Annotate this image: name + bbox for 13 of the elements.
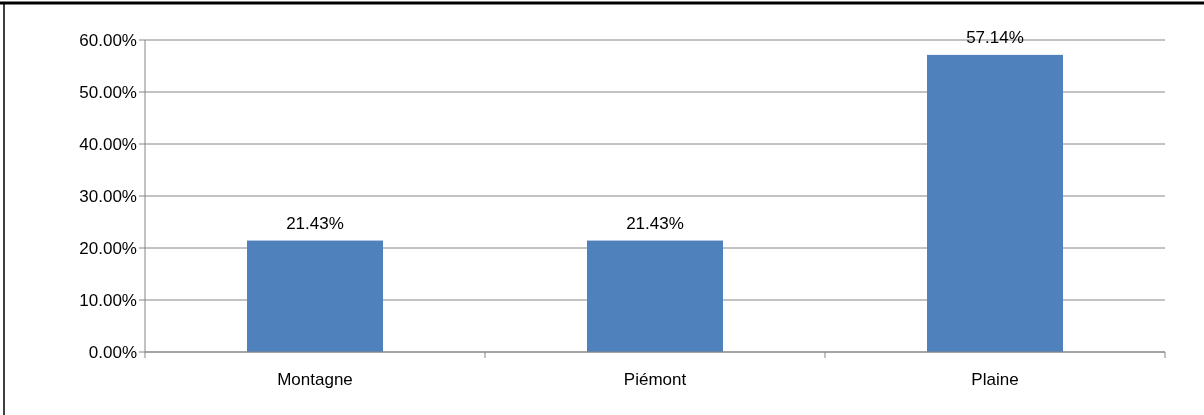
y-tick-label: 60.00% (79, 30, 137, 50)
y-tick-label: 10.00% (79, 290, 137, 310)
data-label: 21.43% (626, 213, 684, 233)
y-tick-label: 30.00% (79, 186, 137, 206)
y-tick-label: 20.00% (79, 238, 137, 258)
x-tick-label: Piémont (623, 370, 687, 389)
data-label: 57.14% (966, 27, 1024, 47)
x-tick-label: Montagne (277, 370, 353, 389)
y-tick-label: 40.00% (79, 134, 137, 154)
x-tick-label: Plaine (971, 370, 1019, 389)
y-tick-label: 0.00% (88, 342, 137, 362)
y-tick-label: 50.00% (79, 82, 137, 102)
data-label: 21.43% (286, 213, 344, 233)
